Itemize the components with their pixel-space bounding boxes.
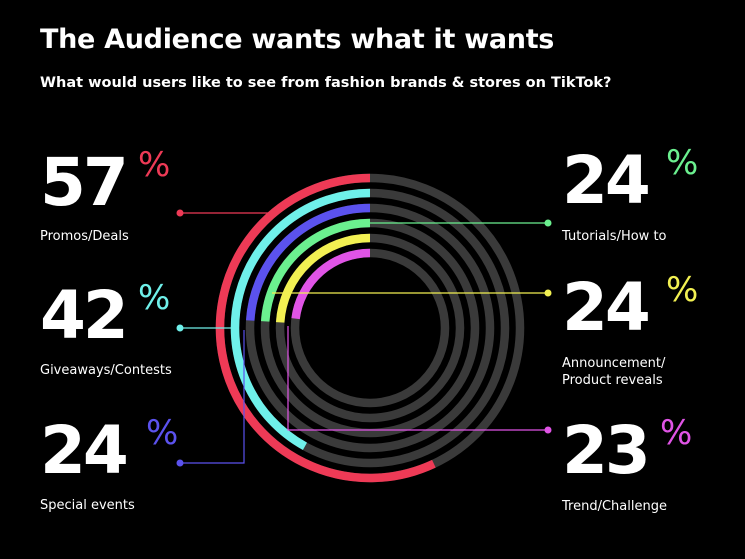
stat-unit: %	[138, 278, 171, 318]
bar-arc-giveaways-contests	[230, 188, 371, 451]
page-subtitle: What would users like to see from fashio…	[40, 75, 612, 91]
leader-dot	[544, 219, 552, 227]
leader-dot	[544, 289, 552, 297]
leader-dot	[176, 209, 184, 217]
stat-unit: %	[666, 270, 699, 310]
bar-arc-special-events	[245, 203, 371, 321]
stat-value: 24	[562, 269, 651, 346]
leader-dot	[176, 324, 184, 332]
bar-arc-promos-deals	[215, 173, 436, 483]
stat-label: Special events	[40, 498, 135, 513]
stat-unit: %	[666, 143, 699, 183]
stat-unit: %	[146, 413, 179, 453]
stat-label-line-2: Product reveals	[562, 373, 663, 388]
stat-label: Giveaways/Contests	[40, 363, 172, 378]
stat-label: Promos/Deals	[40, 229, 129, 244]
stat-label-line-1: Announcement/	[562, 356, 666, 371]
stat-value: 42	[40, 277, 129, 354]
stat-value: 24	[562, 142, 651, 219]
stat-value: 23	[562, 412, 651, 489]
bar-arc-trend-challenge	[291, 248, 371, 320]
stat-value: 24	[40, 412, 129, 489]
leader-line	[287, 326, 548, 431]
leader-dot	[544, 426, 552, 434]
bar-arc-tutorials-how-to	[260, 218, 371, 322]
page-title: The Audience wants what it wants	[40, 24, 555, 55]
stat-label: Trend/Challenge	[562, 499, 667, 514]
leader-line	[180, 330, 245, 464]
stat-unit: %	[138, 145, 171, 185]
stat-unit: %	[660, 413, 693, 453]
leader-dot	[176, 459, 184, 467]
stat-label: Tutorials/How to	[562, 229, 667, 244]
stat-value: 57	[40, 144, 129, 221]
bar-arc-announcement-product-reveals	[275, 233, 371, 323]
